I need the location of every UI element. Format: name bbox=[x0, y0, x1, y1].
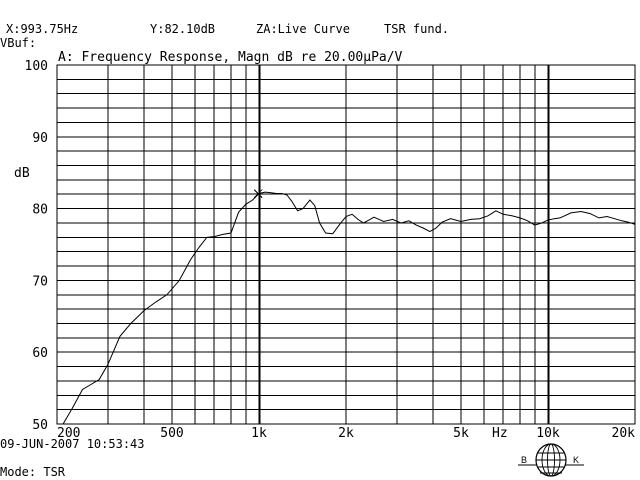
x-tick-label: 20k bbox=[612, 426, 636, 441]
major-gridlines bbox=[258, 65, 550, 424]
vbuf-label: VBuf: bbox=[0, 36, 37, 50]
source-label: TSR fund. bbox=[384, 22, 450, 36]
bk-globe-logo: B K bbox=[518, 443, 584, 477]
x-tick-label: 1k bbox=[251, 426, 267, 441]
y-axis-label: dB bbox=[14, 166, 30, 181]
y-tick-label: 60 bbox=[32, 346, 48, 361]
y-tick-label: 100 bbox=[25, 59, 48, 74]
y-tick-label: 90 bbox=[32, 131, 48, 146]
x-tick-label: 200 bbox=[57, 426, 80, 441]
cursor-cross-line bbox=[253, 189, 263, 198]
y-tick-labels: 50 60 70 80 90 100 bbox=[25, 59, 48, 433]
mode-label: Mode: TSR bbox=[0, 465, 66, 479]
x-axis-label: Hz bbox=[492, 426, 508, 441]
cursor-x-readout: X:993.75Hz bbox=[6, 22, 79, 36]
x-tick-label: 500 bbox=[160, 426, 183, 441]
y-tick-label: 80 bbox=[32, 203, 48, 218]
logo-letter-b: B bbox=[521, 455, 527, 465]
x-tick-label: 2k bbox=[338, 426, 354, 441]
za-label: ZA:Live Curve bbox=[256, 22, 350, 36]
response-curve bbox=[62, 191, 636, 425]
timestamp: 09-JUN-2007 10:53:43 bbox=[0, 437, 145, 451]
x-tick-label: 5k bbox=[453, 426, 469, 441]
cursor-y-readout: Y:82.10dB bbox=[150, 22, 216, 36]
y-tick-label: 70 bbox=[32, 274, 48, 289]
chart-title: A: Frequency Response, Magn dB re 20.00µ… bbox=[58, 50, 403, 65]
x-tick-label: 10k bbox=[536, 426, 560, 441]
y-tick-label: 50 bbox=[32, 418, 48, 433]
logo-letter-k: K bbox=[573, 455, 579, 465]
cursor-marker bbox=[253, 189, 263, 198]
x-tick-labels: 200 500 1k 2k 5k 10k 20k bbox=[57, 426, 635, 441]
plot-frame bbox=[56, 64, 636, 425]
